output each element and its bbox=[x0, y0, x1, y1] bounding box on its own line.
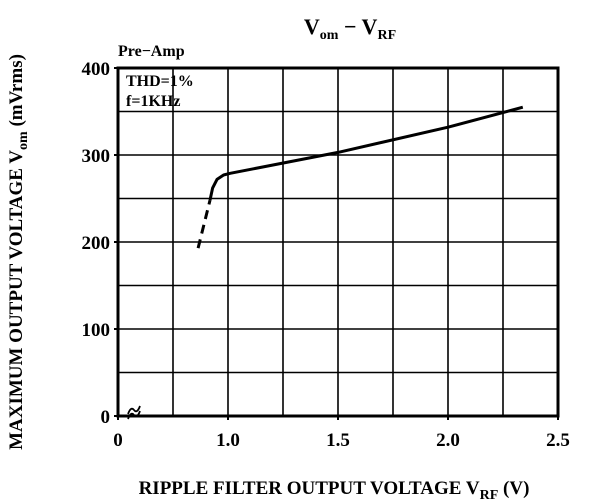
x-tick-label: 1.0 bbox=[216, 430, 240, 451]
label-sub: om bbox=[16, 131, 31, 150]
annotation: THD=1% bbox=[126, 73, 194, 90]
label-part: MAXIMUM OUTPUT VOLTAGE V bbox=[6, 150, 27, 450]
y-tick-label: 0 bbox=[101, 407, 111, 428]
annotation: Pre−Amp bbox=[118, 43, 185, 60]
y-axis-label: MAXIMUM OUTPUT VOLTAGE Vom (mVrms) bbox=[6, 54, 31, 450]
label-sub: RF bbox=[480, 488, 499, 503]
x-tick-label: 0 bbox=[113, 430, 123, 451]
annotation: f=1KHz bbox=[126, 93, 180, 110]
title-part: − V bbox=[338, 14, 377, 39]
x-tick-label: 1.5 bbox=[326, 430, 350, 451]
x-axis-label: RIPPLE FILTER OUTPUT VOLTAGE VRF (V) bbox=[139, 478, 530, 503]
x-tick-label: 2.0 bbox=[436, 430, 460, 451]
line-series bbox=[208, 105, 524, 201]
axis-break bbox=[127, 405, 141, 420]
label-part: (V) bbox=[498, 478, 529, 499]
title-sub: RF bbox=[377, 28, 396, 43]
title-sub: om bbox=[320, 28, 339, 43]
y-tick-label: 100 bbox=[82, 320, 111, 341]
chart-title: Vom − VRF bbox=[304, 14, 396, 43]
label-part: RIPPLE FILTER OUTPUT VOLTAGE V bbox=[139, 478, 480, 499]
x-tick-label: 2.5 bbox=[546, 430, 570, 451]
label-part: (mVrms) bbox=[6, 54, 27, 131]
line-series bbox=[196, 199, 212, 249]
y-tick-label: 200 bbox=[82, 233, 111, 254]
y-tick-label: 400 bbox=[82, 59, 111, 80]
y-tick-label: 300 bbox=[82, 146, 111, 167]
title-part: V bbox=[304, 14, 320, 39]
